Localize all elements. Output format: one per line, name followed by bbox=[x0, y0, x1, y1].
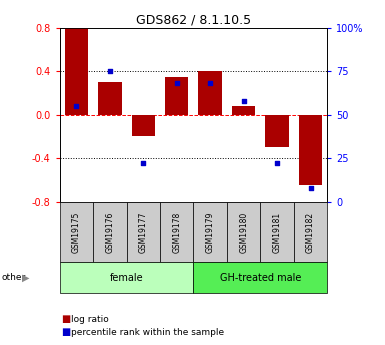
Bar bbox=[193, 202, 227, 262]
Bar bbox=[193, 262, 327, 293]
Bar bbox=[127, 202, 160, 262]
Text: GSM19180: GSM19180 bbox=[239, 211, 248, 253]
Bar bbox=[160, 202, 194, 262]
Text: log ratio: log ratio bbox=[71, 315, 109, 324]
Title: GDS862 / 8.1.10.5: GDS862 / 8.1.10.5 bbox=[136, 13, 251, 27]
Bar bbox=[132, 115, 155, 137]
Text: female: female bbox=[110, 273, 143, 283]
Point bbox=[107, 68, 113, 74]
Text: ▶: ▶ bbox=[22, 273, 29, 283]
Bar bbox=[232, 106, 255, 115]
Text: GSM19182: GSM19182 bbox=[306, 211, 315, 253]
Text: GSM19178: GSM19178 bbox=[172, 211, 181, 253]
Bar bbox=[98, 82, 122, 115]
Text: GSM19181: GSM19181 bbox=[273, 211, 281, 253]
Text: ■: ■ bbox=[62, 314, 71, 324]
Text: percentile rank within the sample: percentile rank within the sample bbox=[71, 328, 224, 337]
Text: other: other bbox=[2, 273, 26, 282]
Bar bbox=[260, 202, 294, 262]
Bar bbox=[65, 28, 88, 115]
Point bbox=[308, 185, 314, 191]
Bar bbox=[294, 202, 327, 262]
Text: GSM19176: GSM19176 bbox=[105, 211, 114, 253]
Text: GSM19179: GSM19179 bbox=[206, 211, 215, 253]
Bar bbox=[199, 71, 222, 115]
Text: GH-treated male: GH-treated male bbox=[220, 273, 301, 283]
Bar bbox=[60, 202, 93, 262]
Point bbox=[207, 81, 213, 86]
Bar bbox=[299, 115, 322, 186]
Bar bbox=[227, 202, 260, 262]
Point bbox=[140, 161, 146, 166]
Point bbox=[274, 161, 280, 166]
Bar bbox=[165, 77, 188, 115]
Text: GSM19175: GSM19175 bbox=[72, 211, 81, 253]
Point bbox=[241, 98, 247, 104]
Point bbox=[174, 81, 180, 86]
Text: GSM19177: GSM19177 bbox=[139, 211, 148, 253]
Bar bbox=[93, 202, 127, 262]
Bar bbox=[60, 262, 193, 293]
Bar bbox=[265, 115, 289, 147]
Point bbox=[73, 103, 79, 109]
Text: ■: ■ bbox=[62, 327, 71, 337]
